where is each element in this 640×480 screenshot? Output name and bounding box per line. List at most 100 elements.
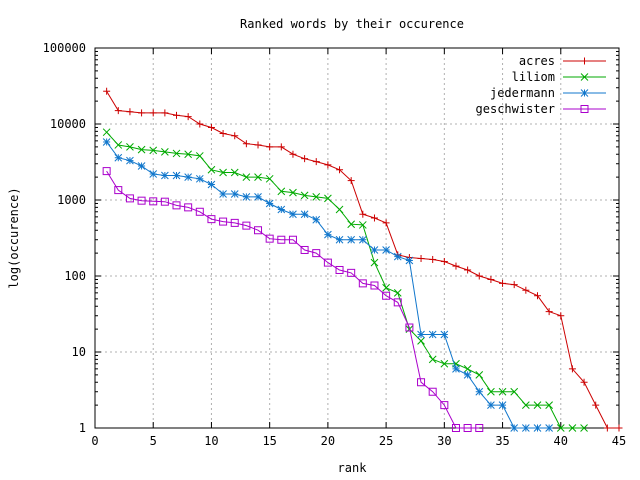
data-point-liliom: [219, 168, 227, 177]
data-point-acres: [359, 210, 367, 218]
data-point-jedermann: [335, 235, 344, 244]
data-point-geschwister: [463, 424, 472, 432]
x-tick-label: 35: [495, 434, 509, 448]
data-point-liliom: [417, 337, 425, 345]
data-point-jedermann: [149, 170, 158, 178]
x-tick-label: 30: [437, 434, 451, 448]
data-point-jedermann: [405, 256, 414, 265]
data-point-acres: [242, 140, 250, 148]
data-point-geschwister: [451, 424, 460, 432]
data-point-jedermann: [300, 210, 309, 219]
y-tick-label: 100: [64, 269, 86, 283]
data-point-geschwister: [137, 196, 146, 205]
data-point-liliom: [347, 220, 356, 229]
data-point-geschwister: [277, 235, 286, 244]
data-point-acres: [277, 143, 285, 151]
data-point-acres: [149, 109, 157, 117]
data-point-acres: [103, 87, 111, 95]
data-point-liliom: [300, 191, 309, 200]
data-point-jedermann: [219, 190, 227, 198]
data-point-geschwister: [393, 298, 402, 307]
data-point-geschwister: [195, 207, 204, 216]
data-point-acres: [533, 292, 541, 300]
data-point-liliom: [265, 174, 274, 183]
data-point-liliom: [463, 365, 472, 373]
series-layer: [102, 87, 623, 432]
data-point-acres: [615, 424, 623, 432]
x-tick-label: 10: [204, 434, 218, 448]
data-point-liliom: [335, 205, 344, 214]
x-tick-label: 5: [150, 434, 157, 448]
data-point-liliom: [498, 387, 507, 396]
data-point-acres: [429, 255, 437, 263]
data-point-acres: [592, 401, 600, 409]
legend-label: geschwister: [476, 102, 555, 116]
data-point-acres: [126, 108, 134, 116]
x-tick-label: 45: [612, 434, 626, 448]
data-point-acres: [464, 266, 472, 274]
data-point-acres: [499, 279, 507, 287]
data-point-jedermann: [277, 205, 286, 214]
data-point-liliom: [580, 424, 588, 432]
data-point-liliom: [475, 371, 484, 379]
data-point-geschwister: [370, 281, 379, 290]
data-point-geschwister: [172, 201, 181, 210]
data-point-acres: [336, 166, 344, 174]
data-point-geschwister: [184, 203, 193, 212]
data-point-geschwister: [475, 424, 484, 432]
data-point-liliom: [324, 194, 332, 203]
data-point-acres: [370, 214, 378, 222]
data-point-liliom: [242, 173, 251, 181]
y-tick-label: 1: [79, 421, 86, 435]
data-point-liliom: [428, 355, 437, 364]
y-tick-label: 100000: [43, 41, 86, 55]
data-point-geschwister: [254, 226, 263, 235]
data-point-liliom: [289, 188, 297, 197]
y-tick-label: 1000: [57, 193, 86, 207]
data-point-jedermann: [428, 330, 437, 339]
data-point-geschwister: [358, 279, 367, 288]
series-line-geschwister: [106, 170, 480, 429]
data-point-jedermann: [324, 230, 332, 239]
data-point-jedermann: [440, 330, 449, 339]
data-point-acres: [568, 365, 576, 373]
data-point-liliom: [312, 193, 321, 201]
data-point-jedermann: [184, 173, 193, 181]
data-point-liliom: [102, 128, 111, 137]
data-point-jedermann: [242, 193, 251, 201]
data-point-liliom: [440, 359, 449, 368]
data-point-acres: [440, 258, 448, 266]
data-point-jedermann: [545, 424, 553, 432]
data-point-acres: [603, 424, 611, 432]
data-point-jedermann: [487, 401, 495, 409]
x-tick-label: 20: [321, 434, 335, 448]
legend-item-acres: acres: [519, 54, 606, 68]
series-geschwister: [102, 167, 484, 432]
series-liliom: [102, 128, 588, 432]
data-point-liliom: [393, 289, 402, 297]
data-point-liliom: [126, 143, 134, 151]
data-point-acres: [138, 109, 146, 117]
data-point-liliom: [568, 424, 577, 432]
data-point-jedermann: [312, 215, 321, 224]
data-point-liliom: [149, 146, 158, 155]
data-point-liliom: [487, 387, 495, 396]
data-point-acres: [382, 219, 390, 227]
data-point-liliom: [230, 168, 239, 177]
data-point-jedermann: [382, 246, 390, 254]
data-point-acres: [114, 107, 122, 115]
data-point-jedermann: [172, 171, 181, 180]
data-point-jedermann: [265, 199, 274, 208]
data-point-geschwister: [335, 265, 344, 274]
data-point-geschwister: [242, 221, 251, 230]
data-point-acres: [231, 132, 239, 140]
data-point-liliom: [545, 401, 553, 409]
data-point-liliom: [556, 424, 565, 432]
data-point-jedermann: [114, 153, 123, 162]
data-point-liliom: [521, 401, 530, 409]
data-point-acres: [452, 262, 460, 270]
legend: acres liliom jedermann geschwister: [476, 54, 606, 116]
data-point-geschwister: [312, 249, 321, 258]
data-point-jedermann: [254, 193, 262, 201]
